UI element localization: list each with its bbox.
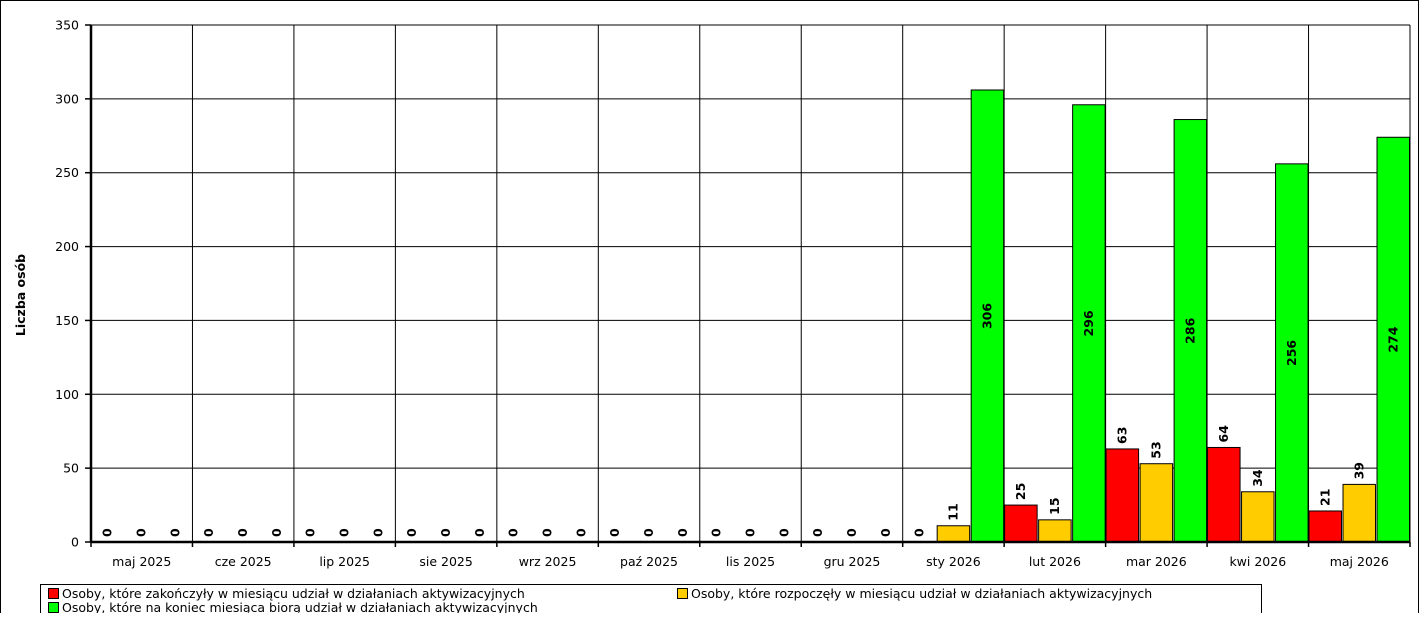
- data-label: 15: [1047, 497, 1062, 514]
- y-tick-label: 250: [55, 165, 79, 180]
- bar: [1308, 510, 1343, 543]
- bar: [1038, 519, 1072, 543]
- data-label: 25: [1013, 483, 1028, 500]
- x-tick-label: cze 2025: [215, 554, 272, 569]
- x-tick-label: sie 2025: [419, 554, 472, 569]
- data-label: 0: [506, 528, 521, 537]
- data-label: 0: [607, 528, 622, 537]
- legend-label-participating: Osoby, które na koniec miesiąca biorą ud…: [62, 600, 538, 613]
- data-label: 0: [540, 528, 555, 537]
- bar: [970, 89, 1005, 543]
- x-tick-label: gru 2025: [824, 554, 881, 569]
- y-tick-label: 150: [55, 313, 79, 328]
- y-tick-label: 100: [55, 387, 79, 402]
- x-tick-label: lis 2025: [726, 554, 775, 569]
- data-label: 296: [1081, 310, 1096, 336]
- y-axis-title: Liczba osób: [13, 254, 28, 336]
- bar: [1072, 104, 1106, 543]
- data-label: 0: [371, 528, 386, 537]
- legend-item-participating: Osoby, które na koniec miesiąca biorą ud…: [48, 600, 538, 613]
- y-tick-label: 200: [55, 239, 79, 254]
- x-tick-label: maj 2025: [112, 554, 171, 569]
- legend-item-ended: Osoby, które zakończyły w miesiącu udzia…: [48, 586, 525, 601]
- data-label: 0: [303, 528, 318, 537]
- bar: [1139, 463, 1174, 543]
- data-label: 39: [1351, 462, 1366, 479]
- data-label: 0: [134, 528, 149, 537]
- x-tick-label: paź 2025: [620, 554, 678, 569]
- y-tick-label: 300: [55, 91, 79, 106]
- data-label: 0: [641, 528, 656, 537]
- bar: [1275, 163, 1309, 543]
- x-tick-label: lip 2025: [319, 554, 370, 569]
- legend-swatch-red: [48, 588, 59, 599]
- data-label: 0: [337, 528, 352, 537]
- data-label: 0: [878, 528, 893, 537]
- bar: [1173, 119, 1208, 543]
- legend-item-started: Osoby, które rozpoczęły w miesiącu udzia…: [677, 586, 1152, 601]
- legend-swatch-yellow: [677, 588, 688, 599]
- data-label: 0: [911, 528, 926, 537]
- bar: [1105, 448, 1140, 543]
- bar: [1207, 446, 1241, 543]
- y-tick-label: 50: [63, 461, 79, 476]
- data-label: 286: [1182, 317, 1197, 343]
- x-tick-label: maj 2026: [1330, 554, 1389, 569]
- bar: [1004, 504, 1038, 543]
- legend-swatch-green: [48, 602, 59, 613]
- data-label: 0: [201, 528, 216, 537]
- data-label: 0: [844, 528, 859, 537]
- data-label: 0: [472, 528, 487, 537]
- data-label: 0: [269, 528, 284, 537]
- data-label: 0: [810, 528, 825, 537]
- legend-label-started: Osoby, które rozpoczęły w miesiącu udzia…: [691, 586, 1153, 601]
- data-label: 0: [404, 528, 419, 537]
- legend: Osoby, które zakończyły w miesiącu udzia…: [40, 584, 1262, 613]
- data-label: 11: [945, 503, 960, 520]
- data-label: 0: [438, 528, 453, 537]
- bar: [936, 525, 971, 543]
- data-label: 0: [743, 528, 758, 537]
- legend-label-ended: Osoby, które zakończyły w miesiącu udzia…: [62, 586, 525, 601]
- data-label: 21: [1317, 489, 1332, 506]
- x-tick-label: kwi 2026: [1229, 554, 1286, 569]
- data-label: 53: [1148, 441, 1163, 458]
- data-label: 274: [1385, 326, 1400, 352]
- x-tick-label: mar 2026: [1126, 554, 1187, 569]
- data-label: 0: [168, 528, 183, 537]
- data-label: 0: [574, 528, 589, 537]
- bar: [1376, 136, 1411, 543]
- data-label: 256: [1284, 340, 1299, 366]
- x-tick-label: lut 2026: [1029, 554, 1081, 569]
- data-label: 0: [675, 528, 690, 537]
- y-tick-label: 0: [71, 535, 79, 550]
- y-tick-label: 350: [55, 18, 79, 33]
- x-tick-label: wrz 2025: [519, 554, 577, 569]
- data-label: 34: [1250, 469, 1265, 487]
- data-label: 0: [777, 528, 792, 537]
- data-label: 64: [1216, 425, 1231, 443]
- data-label: 0: [100, 528, 115, 537]
- data-label: 0: [709, 528, 724, 537]
- bar: [1241, 491, 1275, 543]
- x-tick-label: sty 2026: [926, 554, 981, 569]
- data-label: 306: [979, 303, 994, 329]
- data-label: 0: [235, 528, 250, 537]
- bar: [1342, 483, 1377, 543]
- data-label: 63: [1114, 427, 1129, 444]
